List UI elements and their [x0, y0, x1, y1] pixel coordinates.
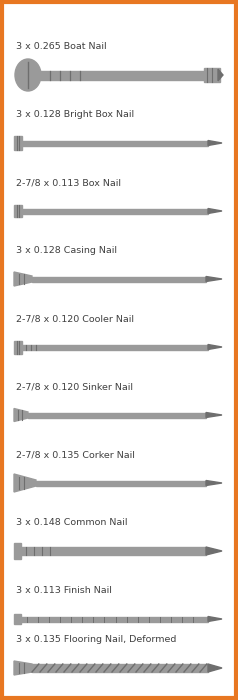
Polygon shape: [208, 141, 222, 146]
Polygon shape: [208, 344, 222, 349]
Bar: [22, 141, 208, 146]
Polygon shape: [208, 617, 222, 622]
Text: 3 x 0.128 Casing Nail: 3 x 0.128 Casing Nail: [16, 246, 117, 255]
Polygon shape: [206, 547, 222, 555]
Bar: [32, 276, 206, 281]
Polygon shape: [14, 661, 32, 675]
Bar: [14, 543, 21, 559]
Bar: [21, 617, 208, 622]
Bar: [21, 547, 206, 555]
Polygon shape: [208, 209, 222, 214]
Bar: [36, 480, 206, 486]
Polygon shape: [206, 480, 222, 486]
Text: 3 x 0.135 Flooring Nail, Deformed: 3 x 0.135 Flooring Nail, Deformed: [16, 635, 176, 644]
Bar: [32, 664, 208, 672]
Bar: [204, 69, 220, 82]
Text: 3 x 0.113 Finish Nail: 3 x 0.113 Finish Nail: [16, 586, 112, 595]
Text: 2-7/8 x 0.113 Box Nail: 2-7/8 x 0.113 Box Nail: [16, 178, 121, 187]
Polygon shape: [14, 474, 36, 492]
Bar: [14, 340, 22, 354]
Text: 3 x 0.128 Bright Box Nail: 3 x 0.128 Bright Box Nail: [16, 110, 134, 119]
Text: 3 x 0.148 Common Nail: 3 x 0.148 Common Nail: [16, 518, 128, 527]
Polygon shape: [206, 412, 222, 417]
Polygon shape: [208, 664, 222, 672]
Bar: [14, 136, 22, 150]
Bar: [40, 71, 204, 80]
Bar: [22, 344, 208, 349]
Bar: [28, 412, 206, 417]
Text: 2-7/8 x 0.135 Corker Nail: 2-7/8 x 0.135 Corker Nail: [16, 450, 135, 459]
Polygon shape: [218, 69, 223, 81]
Text: 2-7/8 x 0.120 Sinker Nail: 2-7/8 x 0.120 Sinker Nail: [16, 382, 133, 391]
Polygon shape: [14, 409, 28, 421]
Bar: [14, 614, 21, 624]
Bar: [22, 209, 208, 214]
Ellipse shape: [15, 59, 41, 91]
Text: 3 x 0.265 Boat Nail: 3 x 0.265 Boat Nail: [16, 42, 107, 51]
Text: 2-7/8 x 0.120 Cooler Nail: 2-7/8 x 0.120 Cooler Nail: [16, 314, 134, 323]
Bar: [14, 205, 22, 217]
Polygon shape: [206, 276, 222, 281]
Polygon shape: [14, 272, 32, 286]
